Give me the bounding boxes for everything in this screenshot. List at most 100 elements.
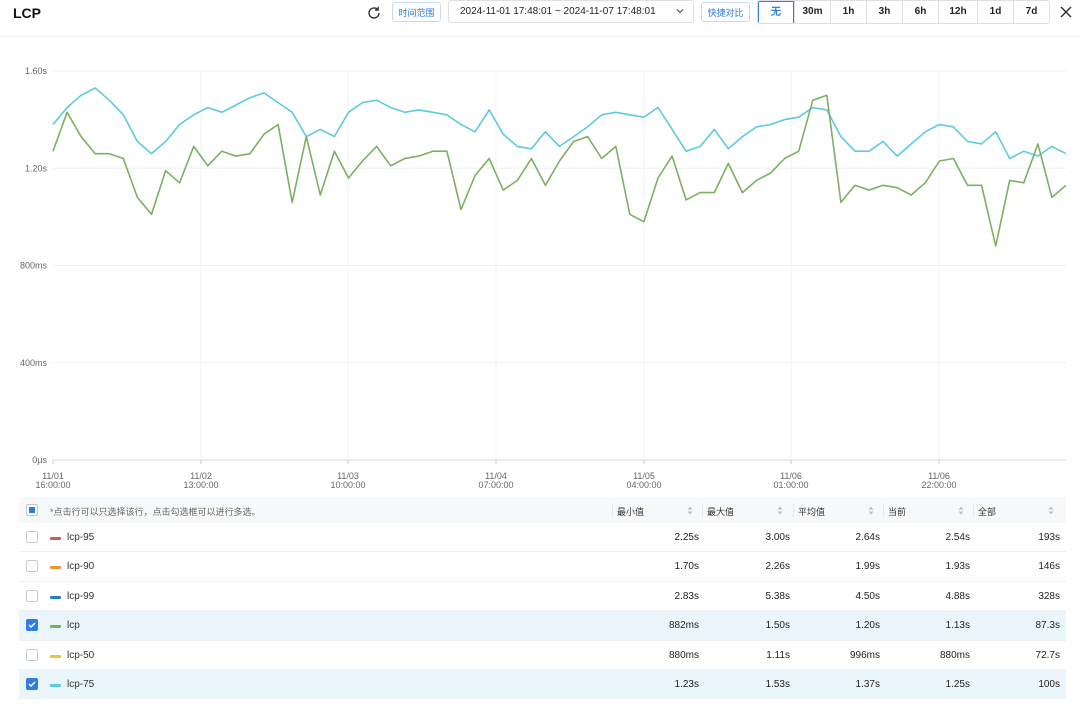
y-tick-label: 0μs (32, 455, 47, 465)
compare-option-6h[interactable]: 6h (902, 1, 938, 23)
value-cell: 1.53s (765, 678, 790, 690)
series-line-lcp-75 (52, 87, 1067, 160)
series-color-swatch (50, 566, 61, 570)
header-divider (0, 36, 1080, 37)
column-divider (612, 503, 613, 517)
value-cell: 1.70s (674, 561, 699, 573)
value-cell: 2.64s (855, 532, 880, 543)
value-cell: 5.38s (765, 590, 790, 602)
sort-icon[interactable] (958, 506, 964, 515)
row-checkbox[interactable] (26, 560, 38, 573)
series-name: lcp-90 (67, 561, 95, 573)
table-row[interactable]: lcp-75 1.23s 1.53s 1.37s 1.25s 100s (19, 669, 1066, 700)
column-header[interactable]: 当前 (888, 507, 907, 517)
table-row[interactable]: lcp-90 1.70s 2.26s 1.99s 1.93s 146s (19, 552, 1066, 582)
x-tick-date: 11/01 (42, 471, 64, 481)
compare-option-1h[interactable]: 1h (830, 1, 866, 23)
compare-option-12h[interactable]: 12h (938, 1, 977, 23)
series-color-swatch (50, 654, 61, 658)
compare-segmented-control: 无 30m 1h 3h 6h 12h 1d 7d (757, 0, 1050, 24)
series-table: *点击行可以只选择该行，点击勾选框可以进行多选。 最小值 最大值 平均值 当前 全部 l… (19, 497, 1066, 700)
table-header: *点击行可以只选择该行，点击勾选框可以进行多选。 最小值 最大值 平均值 当前 全部 (19, 497, 1066, 523)
column-header[interactable]: 最小值 (617, 507, 645, 517)
compare-option-none[interactable]: 无 (758, 1, 794, 23)
value-cell: 996ms (849, 649, 880, 661)
y-tick-label: 400ms (20, 358, 48, 368)
value-cell: 87.3s (1035, 620, 1060, 632)
series-name: lcp-95 (67, 532, 95, 543)
x-tick-time: 07:00:00 (478, 480, 513, 490)
series-color-swatch (50, 595, 61, 599)
value-cell: 1.20s (855, 620, 880, 632)
value-cell: 1.23s (674, 678, 699, 690)
sort-icon[interactable] (687, 506, 693, 515)
series-name: lcp-99 (67, 590, 95, 602)
x-tick-date: 11/03 (337, 471, 359, 481)
table-row[interactable]: lcp 882ms 1.50s 1.20s 1.13s 87.3s (19, 611, 1066, 641)
table-row[interactable]: lcp-50 880ms 1.11s 996ms 880ms 72.7s (19, 641, 1066, 670)
value-cell: 4.50s (855, 590, 880, 602)
value-cell: 146s (1038, 561, 1060, 573)
column-divider (883, 503, 884, 517)
value-cell: 4.88s (945, 590, 970, 602)
sort-icon[interactable] (777, 506, 783, 515)
value-cell: 72.7s (1035, 649, 1060, 661)
y-tick-label: 1.60s (25, 66, 48, 76)
column-divider (793, 503, 794, 517)
value-cell: 1.13s (945, 620, 970, 632)
time-range-label[interactable]: 时间范围 (392, 2, 441, 22)
x-tick-time: 10:00:00 (330, 480, 365, 490)
compare-option-1d[interactable]: 1d (977, 1, 1013, 23)
x-tick-date: 11/05 (633, 471, 655, 481)
value-cell: 1.25s (945, 678, 970, 690)
row-checkbox[interactable] (26, 589, 38, 602)
chevron-down-icon (676, 9, 684, 14)
value-cell: 1.37s (855, 678, 880, 690)
x-tick-date: 11/06 (780, 471, 802, 481)
time-range-select[interactable]: 2024-11-01 17:48:01 ~ 2024-11-07 17:48:0… (448, 0, 694, 23)
quick-compare-label[interactable]: 快捷对比 (701, 2, 750, 22)
series-name: lcp-50 (67, 649, 95, 661)
value-cell: 328s (1038, 590, 1060, 602)
row-checkbox[interactable] (26, 648, 38, 661)
row-checkbox[interactable] (26, 677, 38, 690)
series-color-swatch (50, 537, 61, 540)
x-tick-date: 11/04 (485, 471, 507, 481)
value-cell: 882ms (668, 620, 699, 632)
compare-option-7d[interactable]: 7d (1013, 1, 1049, 23)
checkmark-icon (28, 622, 36, 629)
value-cell: 1.93s (945, 561, 970, 573)
value-cell: 880ms (668, 649, 699, 661)
table-row[interactable]: lcp-99 2.83s 5.38s 4.50s 4.88s 328s (19, 582, 1066, 612)
sort-icon[interactable] (1048, 506, 1054, 515)
value-cell: 1.11s (766, 649, 790, 661)
column-header[interactable]: 平均值 (798, 507, 826, 517)
row-checkbox[interactable] (26, 531, 38, 543)
column-divider (702, 503, 703, 517)
value-cell: 1.99s (855, 561, 880, 573)
series-name: lcp-75 (67, 678, 95, 690)
table-row[interactable]: lcp-95 2.25s 3.00s 2.64s 2.54s 193s (19, 523, 1066, 553)
y-tick-label: 800ms (20, 261, 48, 271)
sort-icon[interactable] (868, 506, 874, 515)
value-cell: 2.25s (674, 532, 699, 543)
column-header[interactable]: 最大值 (707, 507, 735, 517)
compare-option-3h[interactable]: 3h (866, 1, 902, 23)
x-tick-time: 22:00:00 (921, 480, 956, 490)
y-tick-label: 1.20s (25, 163, 48, 173)
select-all-checkbox[interactable] (26, 504, 38, 516)
series-color-swatch (50, 683, 61, 687)
compare-option-30m[interactable]: 30m (794, 1, 830, 23)
x-tick-date: 11/06 (928, 471, 950, 481)
x-tick-time: 04:00:00 (626, 480, 661, 490)
value-cell: 3.00s (765, 532, 790, 543)
close-icon[interactable] (1058, 4, 1074, 20)
value-cell: 880ms (939, 649, 970, 661)
series-color-swatch (50, 625, 61, 629)
row-checkbox[interactable] (26, 619, 38, 632)
value-cell: 1.50s (765, 620, 790, 632)
table-hint: *点击行可以只选择该行，点击勾选框可以进行多选。 (50, 507, 261, 517)
refresh-icon[interactable] (366, 5, 382, 21)
column-header[interactable]: 全部 (978, 507, 997, 517)
